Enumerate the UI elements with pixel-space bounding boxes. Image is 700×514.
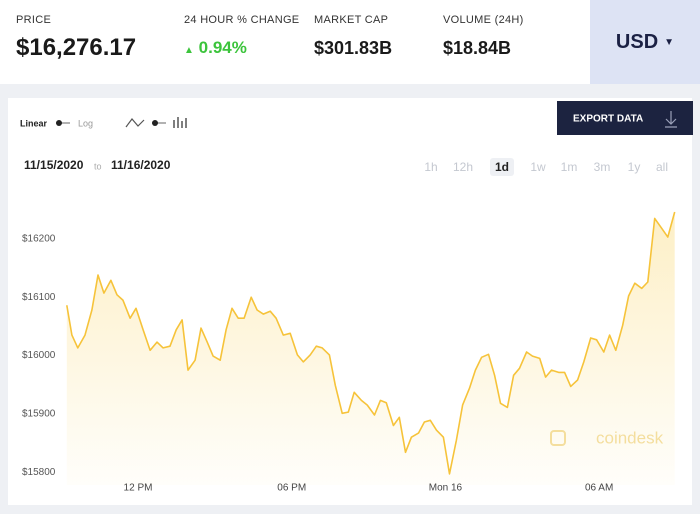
- volume-value: $18.84B: [443, 38, 512, 58]
- y-tick-label: $16000: [22, 350, 56, 361]
- volume-stat: VOLUME (24H) $18.84B: [443, 14, 524, 59]
- export-label: EXPORT DATA: [573, 114, 643, 125]
- change-label: 24 HOUR % CHANGE: [184, 14, 300, 26]
- candle-icon[interactable]: [173, 117, 187, 128]
- market-cap-value: $301.83B: [314, 38, 393, 58]
- range-button[interactable]: 1h: [424, 160, 437, 174]
- toggle-knob[interactable]: [56, 120, 62, 126]
- caret: ▼: [664, 36, 675, 48]
- y-tick-label: $15900: [22, 408, 56, 419]
- download-icon: [665, 111, 677, 128]
- export-button[interactable]: [557, 101, 693, 135]
- range-button[interactable]: 1w: [530, 160, 546, 174]
- range-button[interactable]: 12h: [453, 160, 473, 174]
- date-from[interactable]: 11/15/2020: [24, 158, 84, 172]
- change-stat: 24 HOUR % CHANGE ▲ 0.94%: [184, 14, 299, 58]
- price-value: $16,276.17: [16, 34, 137, 61]
- date-to[interactable]: 11/16/2020: [111, 158, 171, 172]
- currency-label: USD: [615, 30, 659, 53]
- x-tick-label: 06 PM: [277, 483, 306, 494]
- market-cap-stat: MARKET CAP $301.83B: [314, 14, 392, 59]
- x-tick-label: 06 AM: [585, 483, 613, 494]
- range-button[interactable]: 1d: [495, 160, 509, 174]
- volume-label: VOLUME (24H): [443, 14, 524, 26]
- price-stat: PRICE $16,276.17: [16, 14, 136, 62]
- range-button[interactable]: 1m: [561, 160, 578, 174]
- area-fill: [66, 212, 675, 485]
- price-line: [66, 211, 676, 475]
- change-row: ▲ 0.94%: [184, 38, 299, 58]
- y-tick-label: $15800: [22, 467, 56, 478]
- y-tick-label: $16100: [22, 292, 56, 303]
- stats-bar: PRICE $16,276.17 24 HOUR % CHANGE ▲ 0.94…: [0, 0, 590, 84]
- change-value: 0.94%: [198, 38, 247, 57]
- currency-button[interactable]: USD ▼: [590, 0, 700, 84]
- range-button[interactable]: 3m: [594, 160, 611, 174]
- price-label: PRICE: [16, 14, 52, 26]
- log-option[interactable]: Log: [78, 118, 93, 128]
- range-button[interactable]: 1y: [628, 160, 641, 174]
- x-tick-label: 12 PM: [124, 483, 153, 494]
- date-sep: to: [94, 161, 102, 171]
- toggle-knob[interactable]: [152, 120, 158, 126]
- linear-option[interactable]: Linear: [20, 118, 48, 128]
- x-tick-label: Mon 16: [429, 483, 463, 494]
- line-icon[interactable]: [125, 118, 145, 128]
- market-cap-label: MARKET CAP: [314, 14, 389, 26]
- range-selected-bg: [490, 158, 514, 176]
- up-arrow: ▲: [184, 45, 194, 56]
- y-tick-label: $16200: [22, 233, 56, 244]
- range-button[interactable]: all: [656, 160, 668, 174]
